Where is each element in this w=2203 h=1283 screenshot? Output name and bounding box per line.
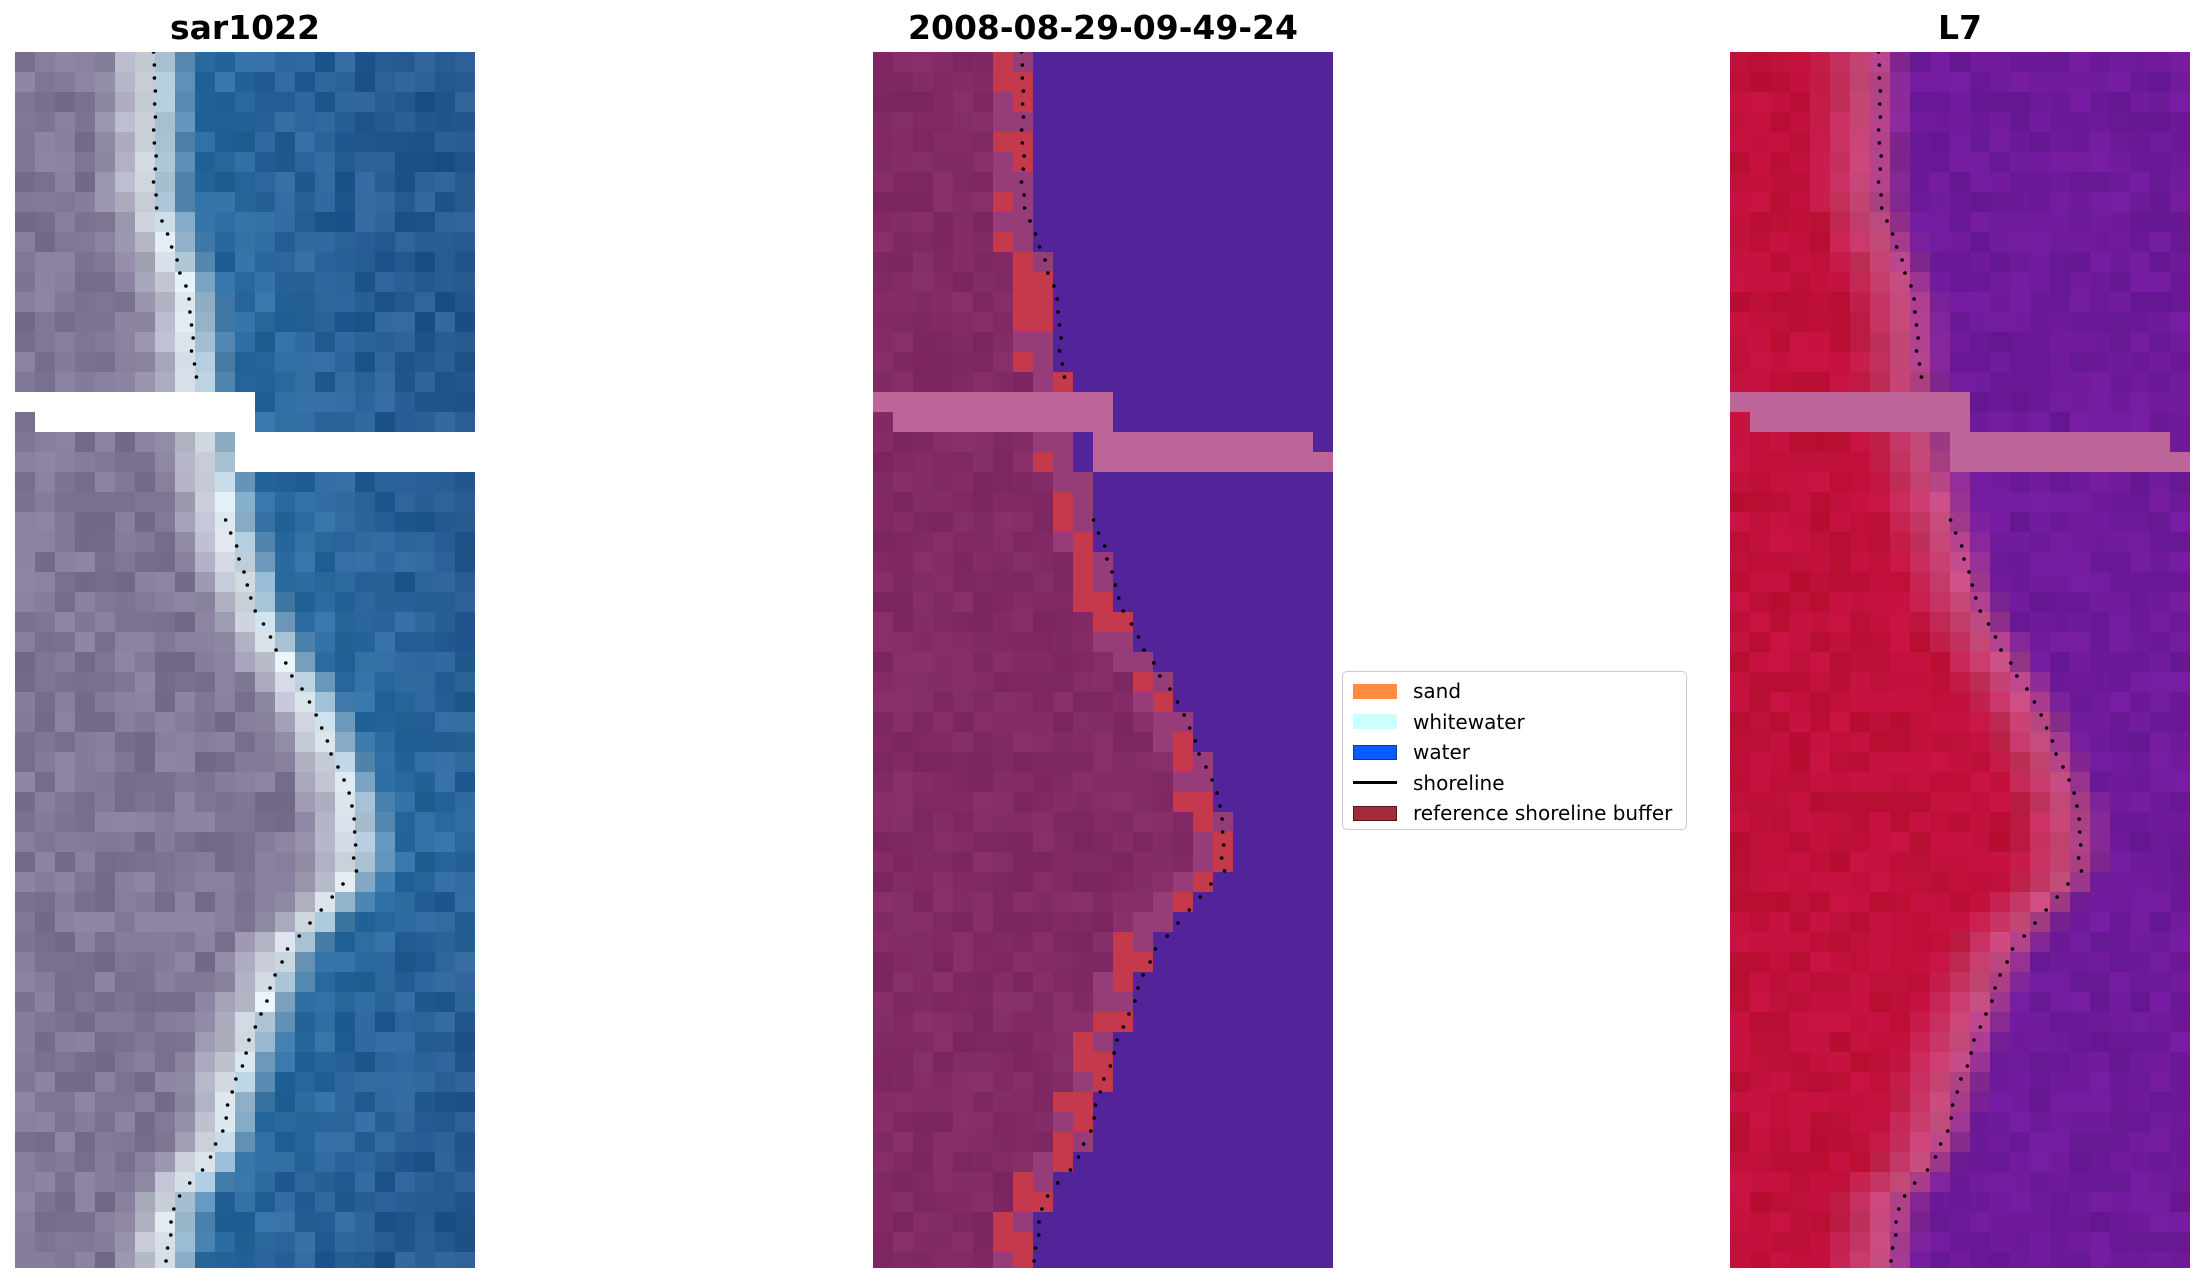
panel-title-classified: 2008-08-29-09-49-24 [908, 8, 1298, 47]
buffer-swatch-icon [1353, 805, 1397, 821]
legend-label-water: water [1413, 740, 1470, 765]
rgb-image-panel [15, 52, 475, 1268]
rgb-satellite-image [15, 52, 475, 1268]
shoreline-dots [1876, 52, 2084, 1263]
sand-swatch-icon [1353, 683, 1397, 699]
legend-item-buffer: reference shoreline buffer [1353, 798, 1676, 829]
water-swatch-icon [1353, 744, 1397, 760]
whitewater-swatch-icon [1353, 714, 1397, 730]
classified-image [873, 52, 1333, 1268]
panel-title-rgb: sar1022 [169, 8, 321, 47]
legend-label-shoreline: shoreline [1413, 770, 1505, 795]
legend-item-whitewater: whitewater [1353, 707, 1676, 738]
mndwi-index-image [1730, 52, 2190, 1268]
legend-label-buffer: reference shoreline buffer [1413, 801, 1673, 826]
shoreline-dots [151, 52, 359, 1263]
legend-item-shoreline: shoreline [1353, 768, 1676, 799]
mndwi-image-panel [1730, 52, 2190, 1268]
shoreline-dots [1019, 52, 1227, 1263]
legend-label-sand: sand [1413, 679, 1462, 704]
shoreline-line-icon [1353, 781, 1397, 785]
legend-item-water: water [1353, 737, 1676, 768]
legend-label-whitewater: whitewater [1413, 709, 1525, 734]
legend: sand whitewater water shoreline referenc… [1342, 671, 1687, 830]
panel-title-mndwi: L7 [1938, 8, 1982, 47]
legend-item-sand: sand [1353, 676, 1676, 707]
classified-image-panel [873, 52, 1333, 1268]
